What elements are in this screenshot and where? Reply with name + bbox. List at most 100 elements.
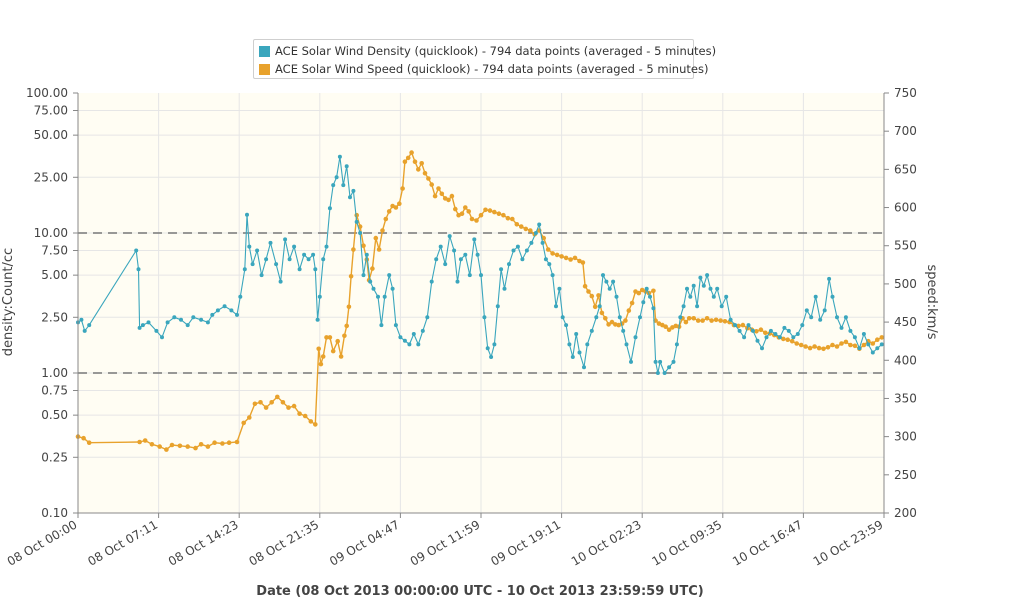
density-point: [681, 304, 686, 309]
density-point: [557, 286, 562, 291]
density-point: [852, 335, 857, 340]
speed-point: [483, 207, 488, 213]
density-point: [791, 335, 796, 340]
legend-item-speed[interactable]: ACE Solar Wind Speed (quicklook) - 794 d…: [259, 61, 708, 77]
y-right-tick-label: 250: [894, 468, 917, 482]
series-layer: [75, 150, 885, 452]
right-axis-ticks: 200 250 300 350 400 450 500 550 600 650 700 750: [884, 86, 917, 520]
speed-point: [695, 318, 701, 323]
density-point: [621, 328, 626, 333]
density-point: [685, 286, 689, 291]
density-point: [870, 350, 875, 355]
speed-point: [313, 422, 318, 427]
density-point: [302, 252, 307, 257]
density-point: [411, 332, 416, 336]
density-point: [633, 335, 638, 340]
density-point: [695, 304, 700, 309]
density-point: [691, 283, 696, 288]
speed-point: [258, 400, 263, 405]
density-point: [137, 325, 142, 330]
density-point: [472, 237, 477, 242]
density-point: [585, 342, 590, 347]
speed-point: [446, 197, 451, 203]
density-point: [715, 286, 720, 291]
y-right-tick-label: 650: [894, 162, 917, 176]
speed-point: [416, 167, 421, 172]
speed-point: [848, 342, 853, 348]
density-point: [376, 294, 380, 299]
speed-point: [636, 290, 642, 296]
density-point: [777, 335, 782, 340]
density-point: [79, 317, 84, 322]
speed-point: [606, 322, 611, 327]
speed-point: [572, 255, 578, 261]
density-point: [604, 279, 609, 284]
speed-point: [582, 283, 588, 289]
x-axis-label: Date (08 Oct 2013 00:00:00 UTC - 10 Oct …: [256, 584, 703, 599]
density-point: [247, 244, 252, 249]
speed-point: [663, 324, 668, 330]
density-point: [337, 154, 342, 159]
speed-point: [816, 345, 822, 351]
density-point: [199, 317, 204, 322]
density-point: [644, 286, 649, 291]
speed-point: [426, 176, 431, 181]
density-point: [379, 323, 384, 328]
speed-point: [142, 438, 148, 443]
y-left-tick-label: 50.00: [34, 128, 68, 142]
density-point: [160, 335, 164, 340]
speed-point: [879, 335, 885, 340]
speed-point: [286, 405, 291, 410]
speed-point: [763, 330, 768, 336]
density-point: [601, 273, 605, 278]
density-point: [136, 267, 141, 272]
density-point: [185, 323, 190, 328]
density-point: [875, 346, 880, 351]
y-right-tick-label: 200: [894, 506, 917, 520]
x-tick-label: 09 Oct 19:11: [488, 517, 563, 568]
density-point: [705, 273, 710, 278]
speed-point: [81, 435, 86, 441]
speed-point: [346, 304, 352, 310]
speed-point: [157, 444, 162, 449]
density-point: [658, 359, 663, 364]
speed-point: [169, 442, 175, 448]
density-point: [134, 248, 139, 253]
speed-point: [436, 186, 441, 191]
density-point: [818, 317, 823, 322]
density-point: [655, 371, 660, 375]
speed-point: [205, 444, 211, 449]
density-point: [570, 355, 575, 359]
density-point: [667, 365, 672, 370]
speed-point: [781, 336, 786, 342]
speed-point: [373, 235, 379, 241]
density-point: [371, 286, 376, 291]
y-right-tick-label: 700: [894, 124, 917, 138]
density-point: [813, 294, 818, 299]
density-point: [321, 257, 326, 262]
speed-point: [320, 354, 326, 359]
density-point: [848, 328, 853, 333]
y-left-tick-label: 0.75: [41, 383, 68, 397]
speed-point: [514, 222, 520, 227]
speed-point: [226, 440, 232, 446]
density-point: [524, 248, 529, 253]
speed-point: [496, 211, 502, 216]
speed-point: [327, 335, 333, 340]
density-point: [830, 294, 835, 299]
y-right-tick-label: 600: [894, 201, 917, 215]
density-point: [438, 244, 443, 249]
y-left-tick-label: 0.10: [41, 506, 68, 520]
density-point: [835, 315, 839, 320]
speed-point: [599, 310, 605, 316]
density-point: [324, 244, 329, 249]
speed-point: [400, 186, 405, 191]
legend-item-density[interactable]: ACE Solar Wind Density (quicklook) - 794…: [259, 43, 716, 59]
density-point: [306, 257, 311, 262]
density-point: [229, 308, 234, 313]
density-point: [313, 267, 318, 272]
density-point: [242, 267, 247, 272]
speed-point: [843, 339, 849, 345]
speed-point: [241, 420, 246, 426]
density-point: [479, 273, 483, 278]
